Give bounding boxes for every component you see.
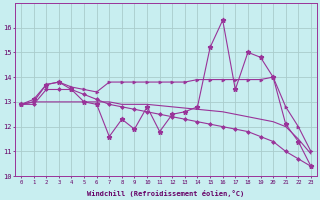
X-axis label: Windchill (Refroidissement éolien,°C): Windchill (Refroidissement éolien,°C) [87, 190, 244, 197]
